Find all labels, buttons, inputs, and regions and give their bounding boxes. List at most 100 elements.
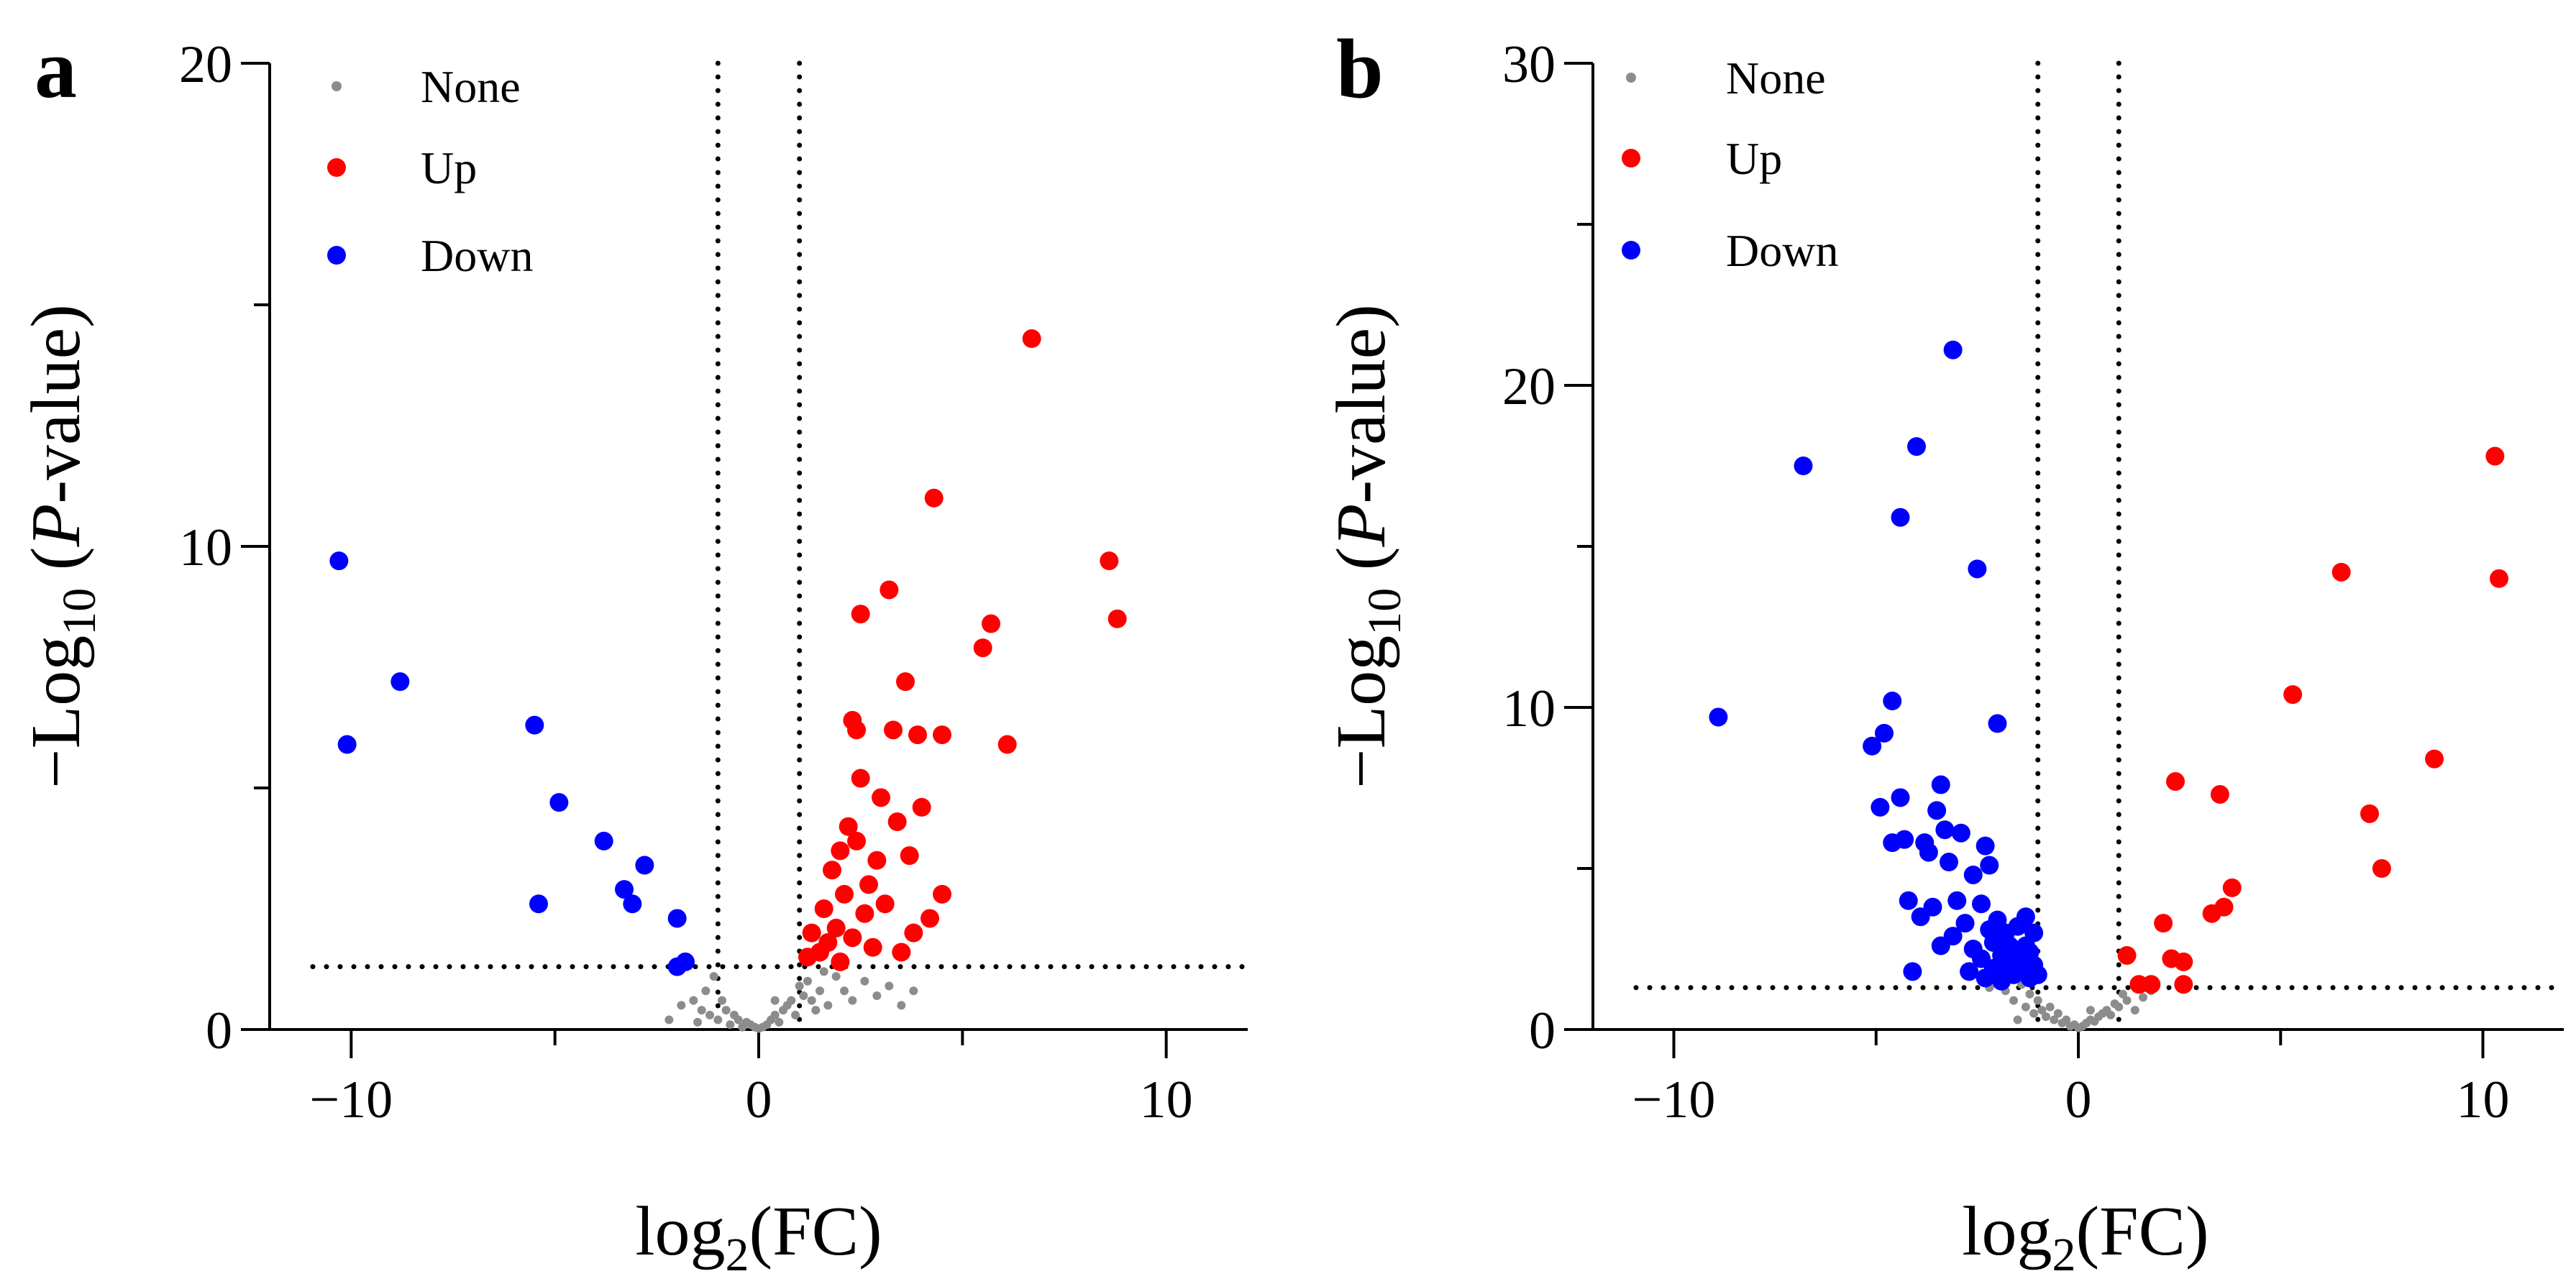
series-down — [329, 551, 695, 976]
y-axis-label-italic: P — [17, 504, 95, 548]
data-point-up — [2331, 562, 2351, 582]
data-point-up — [921, 909, 939, 928]
legend-marker-up — [327, 158, 346, 177]
data-point-none — [2021, 1002, 2030, 1012]
data-point-up — [973, 638, 992, 658]
data-point-down — [1960, 962, 1979, 981]
y-tick-label: 30 — [1502, 35, 1556, 94]
data-point-down — [635, 856, 654, 875]
data-point-up — [847, 831, 866, 850]
data-point-down — [1891, 508, 1910, 527]
data-point-none — [689, 996, 698, 1005]
data-point-none — [823, 1001, 833, 1010]
data-point-up — [847, 720, 866, 740]
data-point-none — [701, 986, 711, 996]
data-point-none — [2053, 1009, 2063, 1018]
data-point-down — [623, 894, 642, 914]
data-point-up — [1022, 329, 1041, 349]
legend-marker-none — [1626, 73, 1636, 83]
data-point-none — [2013, 1015, 2022, 1024]
y-axis-label-subscript: 10 — [1358, 588, 1411, 636]
data-point-none — [2033, 996, 2042, 1005]
data-point-none — [721, 1006, 731, 1015]
data-point-down — [529, 894, 548, 914]
data-point-up — [2490, 569, 2508, 588]
data-point-down — [1976, 836, 1995, 856]
data-point-up — [859, 875, 878, 894]
data-point-down — [1899, 891, 1918, 910]
data-point-up — [2142, 975, 2161, 994]
legend: None Up Down — [1622, 52, 1838, 276]
y-axis-label-text: −Log — [1323, 636, 1400, 789]
data-point-down — [1988, 714, 2007, 733]
data-point-none — [664, 1015, 674, 1024]
data-point-up — [2166, 772, 2185, 792]
data-point-up — [831, 841, 850, 861]
data-point-up — [933, 884, 951, 904]
data-point-none — [726, 1020, 735, 1030]
data-point-none — [713, 1015, 723, 1024]
data-point-none — [909, 986, 918, 996]
x-axis-label: log2(FC) — [1962, 1193, 2209, 1281]
legend-label-down: Down — [421, 230, 533, 281]
data-point-down — [1863, 736, 1882, 756]
legend-label-up: Up — [421, 142, 477, 193]
data-point-down — [1943, 927, 1963, 946]
data-point-up — [1107, 609, 1127, 628]
data-point-down — [1968, 559, 1987, 579]
data-point-up — [908, 725, 927, 745]
data-point-down — [1883, 692, 1902, 711]
data-point-down — [1907, 437, 1926, 457]
legend-label-down: Down — [1726, 225, 1838, 276]
data-point-down — [1935, 820, 1955, 840]
data-point-up — [2210, 784, 2229, 804]
data-point-up — [912, 797, 931, 817]
data-point-none — [709, 972, 718, 981]
series-up — [2117, 446, 2508, 994]
data-point-up — [933, 725, 951, 745]
data-point-none — [2042, 1012, 2050, 1022]
data-point-down — [2024, 923, 2044, 943]
x-axis-label-subscript: 2 — [2052, 1229, 2076, 1281]
x-axis-label-text: log — [1962, 1193, 2052, 1270]
data-point-down — [1875, 723, 1894, 743]
data-point-down — [1931, 775, 1950, 794]
data-point-none — [2130, 1006, 2139, 1015]
x-tick-label: 10 — [1140, 1070, 1193, 1129]
data-point-up — [2174, 952, 2193, 971]
y-axis-label-text: -value) — [17, 304, 95, 504]
data-point-up — [835, 884, 854, 904]
x-tick-label: 10 — [2457, 1070, 2510, 1129]
data-point-up — [831, 952, 850, 971]
legend: None Up Down — [327, 61, 533, 281]
legend-marker-down — [1622, 241, 1640, 260]
data-point-up — [2283, 685, 2303, 705]
data-point-none — [2086, 1006, 2095, 1015]
data-point-none — [2114, 1002, 2124, 1012]
data-point-none — [697, 1006, 706, 1015]
data-point-up — [2214, 897, 2234, 917]
x-axis-label: log2(FC) — [635, 1193, 882, 1281]
x-tick-label: −10 — [309, 1070, 393, 1129]
data-point-down — [1919, 843, 1938, 862]
x-tick-label: 0 — [2065, 1070, 2092, 1129]
data-point-down — [1951, 823, 1970, 843]
data-point-down — [1963, 865, 1983, 884]
data-point-down — [594, 831, 613, 850]
data-point-up — [823, 861, 841, 880]
y-axis-label: −Log10 (P-value) — [1323, 304, 1411, 789]
data-point-up — [2117, 945, 2137, 965]
data-point-up — [875, 894, 895, 914]
data-point-up — [851, 605, 870, 624]
data-point-up — [855, 904, 874, 923]
data-point-down — [1947, 891, 1967, 910]
data-point-down — [329, 551, 349, 571]
series-up — [798, 329, 1127, 971]
data-point-up — [2485, 446, 2505, 466]
data-point-up — [2360, 804, 2379, 823]
data-point-up — [826, 918, 846, 937]
legend-marker-down — [327, 246, 346, 265]
data-point-down — [1943, 340, 1963, 359]
